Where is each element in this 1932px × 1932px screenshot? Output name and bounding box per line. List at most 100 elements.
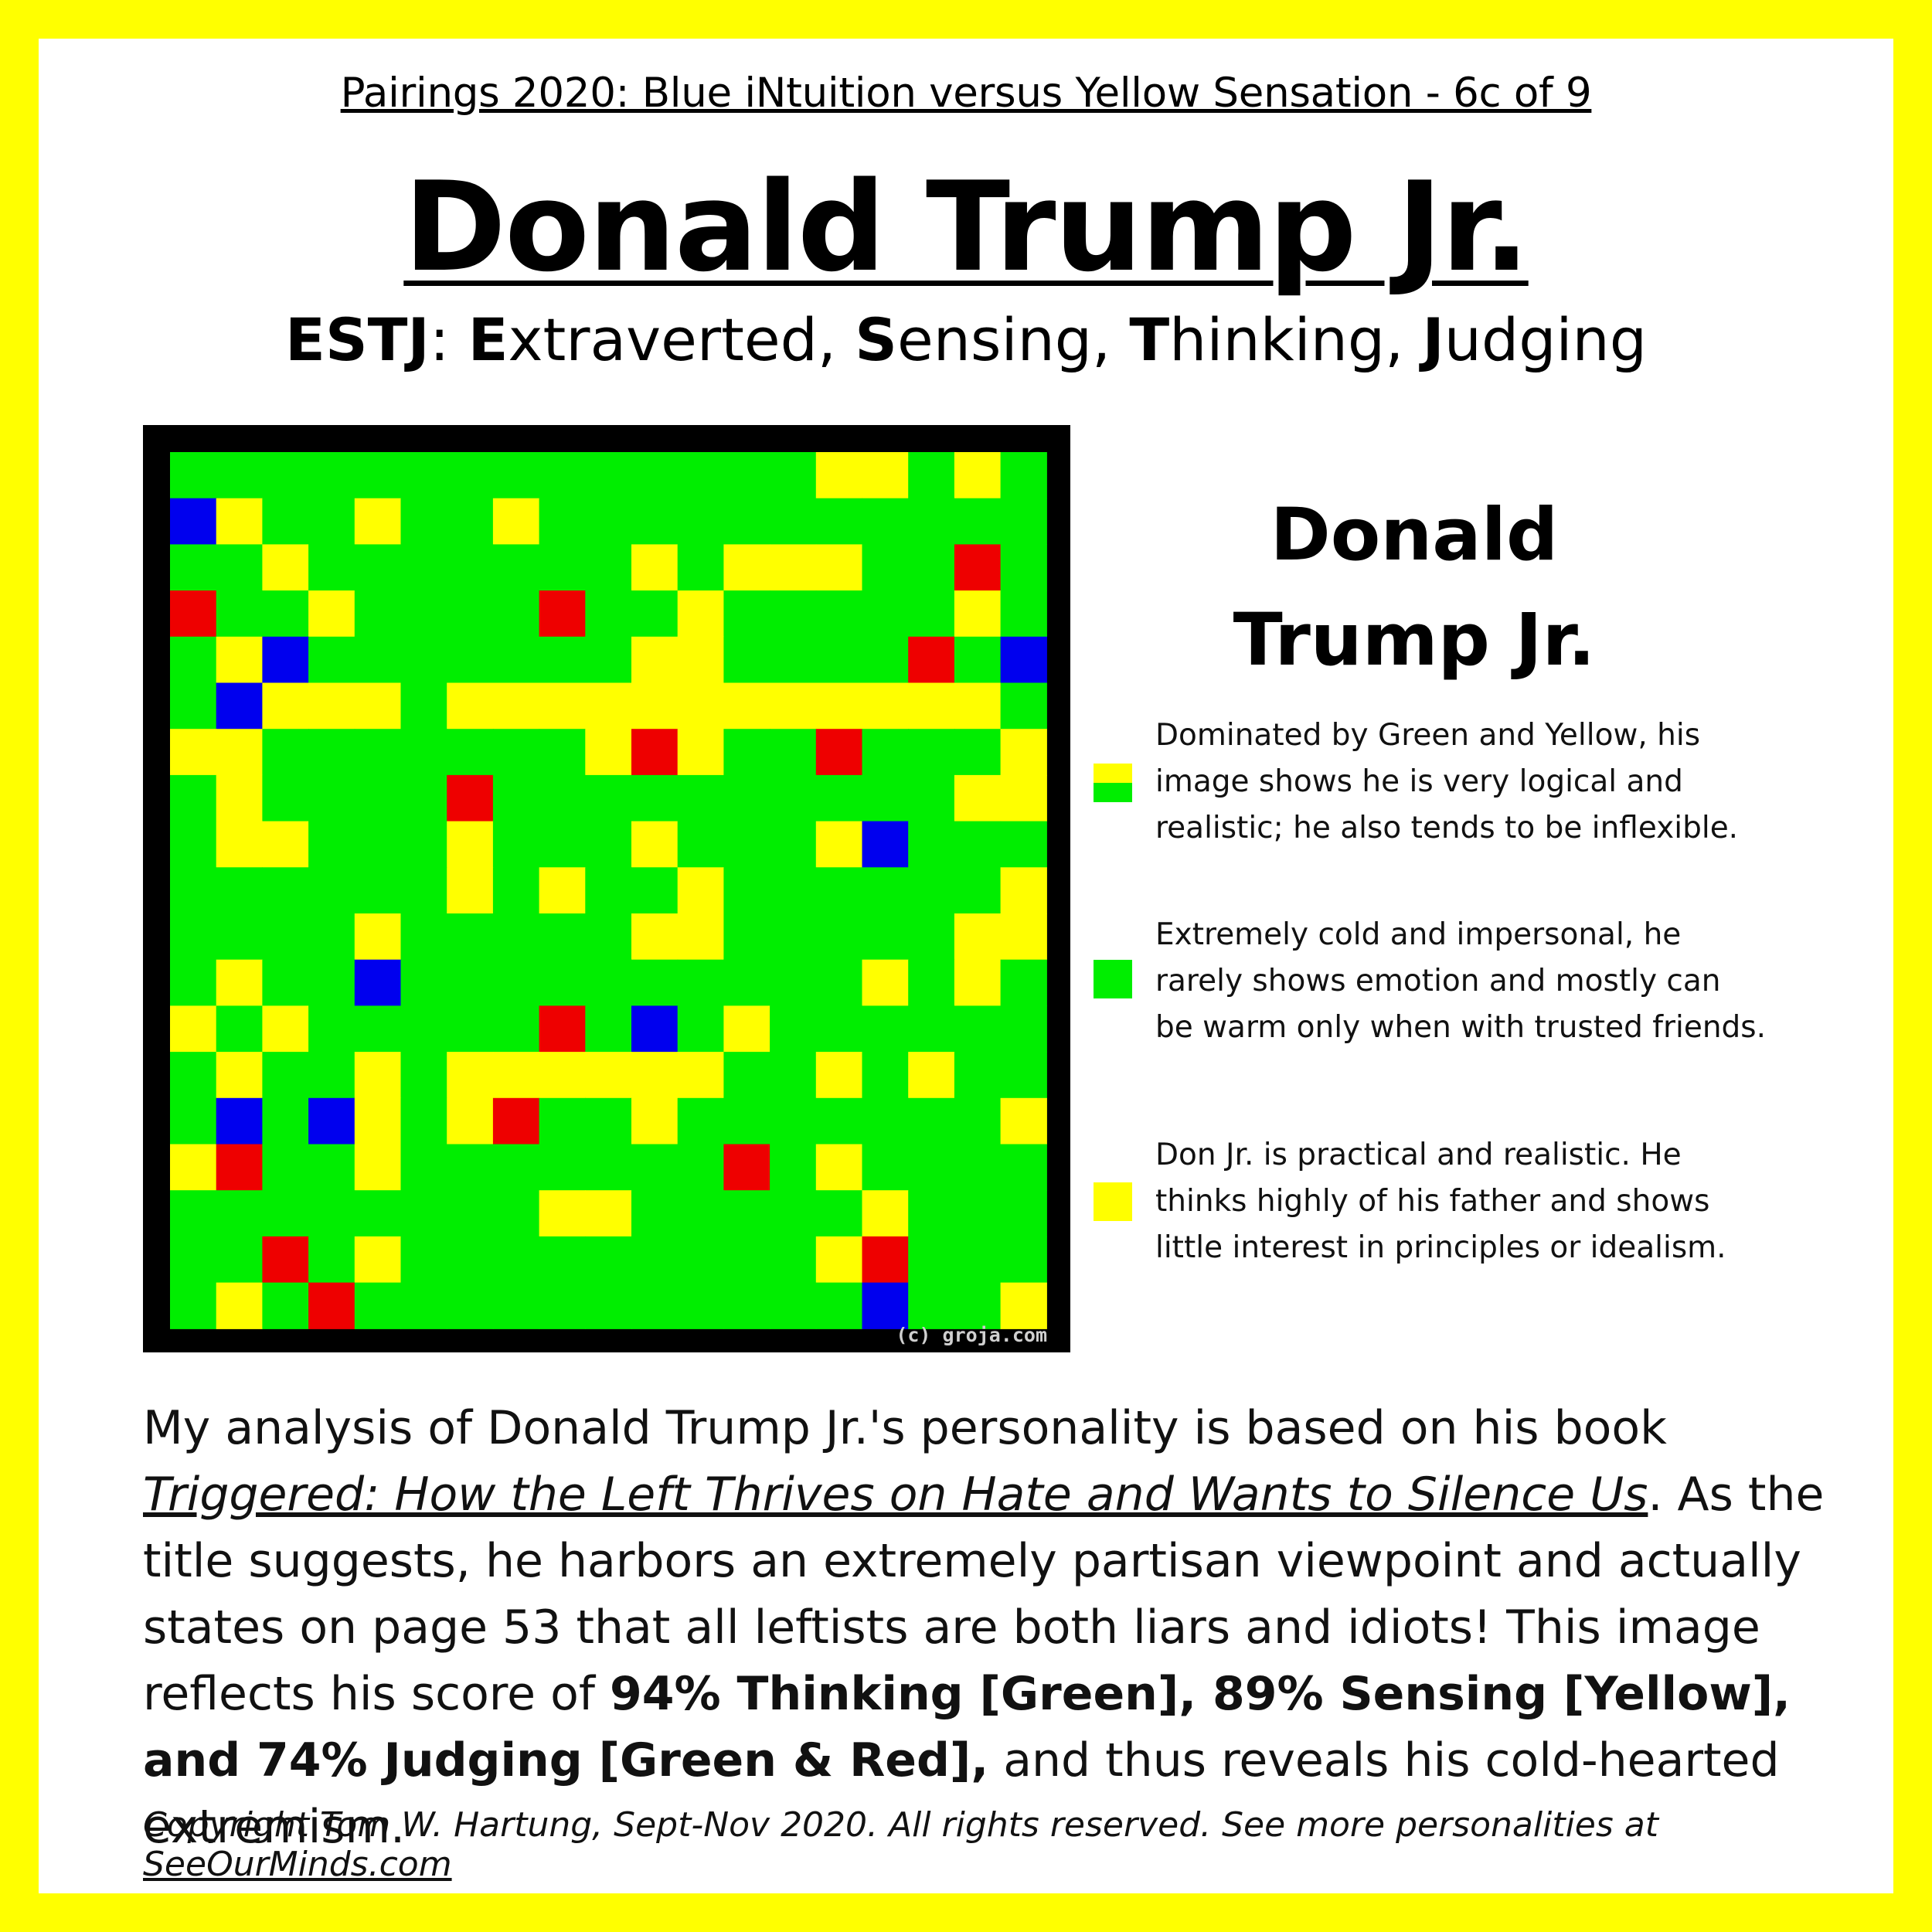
green-cell	[677, 1190, 724, 1237]
yellow-cell	[954, 959, 1002, 1006]
green-cell	[216, 1236, 263, 1284]
green-cell	[492, 913, 540, 961]
green-cell	[447, 590, 494, 638]
yellow-cell	[216, 1282, 263, 1329]
green-cell	[815, 498, 863, 545]
green-cell	[585, 774, 632, 822]
yellow-cell	[539, 1190, 586, 1237]
green-cell	[723, 452, 770, 499]
red-cell	[492, 1097, 540, 1145]
green-cell	[677, 959, 724, 1006]
yellow-cell	[815, 1052, 863, 1099]
green-cell	[770, 729, 817, 776]
yellow-cell	[954, 774, 1002, 822]
green-cell	[770, 1097, 817, 1145]
green-cell	[1000, 498, 1047, 545]
yellow-cell	[216, 959, 263, 1006]
red-cell	[862, 1236, 909, 1284]
green-cell	[262, 959, 309, 1006]
green-cell	[770, 590, 817, 638]
blue-cell	[216, 682, 263, 730]
yellow-cell	[1000, 913, 1047, 961]
green-cell	[170, 636, 217, 684]
yellow-cell	[216, 1052, 263, 1099]
analysis-conclusion: and thus reveals his cold-hearted extrem…	[143, 1733, 1780, 1854]
green-cell	[815, 959, 863, 1006]
green-cell	[400, 729, 447, 776]
green-cell	[262, 590, 309, 638]
blue-cell	[1000, 636, 1047, 684]
yellow-cell	[815, 544, 863, 591]
green-cell	[492, 959, 540, 1006]
card: Pairings 2020: Blue iNtuition versus Yel…	[39, 39, 1893, 1893]
yellow-cell	[815, 682, 863, 730]
green-cell	[677, 544, 724, 591]
green-cell	[908, 498, 955, 545]
green-cell	[400, 1097, 447, 1145]
green-cell	[954, 1097, 1002, 1145]
green-cell	[954, 1282, 1002, 1329]
yellow-cell	[492, 682, 540, 730]
type-word-4-initial: J	[1422, 305, 1444, 374]
yellow-cell	[954, 590, 1002, 638]
green-cell	[908, 452, 955, 499]
legend-item-green: Extremely cold and impersonal, he rarely…	[1094, 912, 1804, 1066]
yellow-cell	[170, 1005, 217, 1053]
yellow-cell	[585, 729, 632, 776]
green-cell	[1000, 1005, 1047, 1053]
green-cell	[862, 1052, 909, 1099]
yellow-cell	[308, 682, 355, 730]
red-cell	[262, 1236, 309, 1284]
green-cell	[631, 498, 679, 545]
green-cell	[585, 498, 632, 545]
green-cell	[677, 1282, 724, 1329]
green-cell	[908, 729, 955, 776]
blue-cell	[862, 1282, 909, 1329]
green-cell	[492, 1282, 540, 1329]
green-cell	[447, 729, 494, 776]
yellow-cell	[677, 867, 724, 914]
green-cell	[677, 1144, 724, 1191]
site-link[interactable]: SeeOurMinds.com	[143, 1845, 452, 1884]
green-cell	[216, 590, 263, 638]
yellow-cell	[815, 1144, 863, 1191]
yellow-cell	[1000, 729, 1047, 776]
blue-cell	[308, 1097, 355, 1145]
personality-image: (c) groja.com	[143, 425, 1070, 1352]
green-cell	[723, 1097, 770, 1145]
green-cell	[585, 821, 632, 868]
legend-text-1: Dominated by Green and Yellow, his image…	[1155, 718, 1739, 845]
green-cell	[170, 1097, 217, 1145]
green-cell	[862, 1005, 909, 1053]
yellow-cell	[677, 1052, 724, 1099]
green-cell	[492, 821, 540, 868]
yellow-cell	[216, 821, 263, 868]
green-cell	[862, 544, 909, 591]
green-cell	[308, 1144, 355, 1191]
green-cell	[815, 590, 863, 638]
green-cell	[815, 1005, 863, 1053]
green-cell	[262, 1052, 309, 1099]
green-cell	[908, 1190, 955, 1237]
green-cell	[308, 1236, 355, 1284]
green-cell	[400, 821, 447, 868]
green-cell	[908, 1097, 955, 1145]
green-cell	[908, 959, 955, 1006]
yellow-cell	[815, 1236, 863, 1284]
green-cell	[400, 636, 447, 684]
green-cell	[815, 1097, 863, 1145]
green-cell	[539, 1282, 586, 1329]
type-word-4-rest: udging	[1444, 305, 1647, 374]
green-cell	[492, 729, 540, 776]
green-cell	[770, 1282, 817, 1329]
green-cell	[447, 1190, 494, 1237]
analysis-body: . As the title suggests, he harbors an e…	[143, 1468, 1825, 1721]
green-cell	[631, 1282, 679, 1329]
yellow-cell	[262, 1005, 309, 1053]
red-cell	[308, 1282, 355, 1329]
blue-cell	[170, 498, 217, 545]
green-cell	[954, 729, 1002, 776]
green-cell	[954, 1190, 1002, 1237]
page-title: Donald Trump Jr.	[39, 155, 1893, 299]
green-cell	[770, 1144, 817, 1191]
